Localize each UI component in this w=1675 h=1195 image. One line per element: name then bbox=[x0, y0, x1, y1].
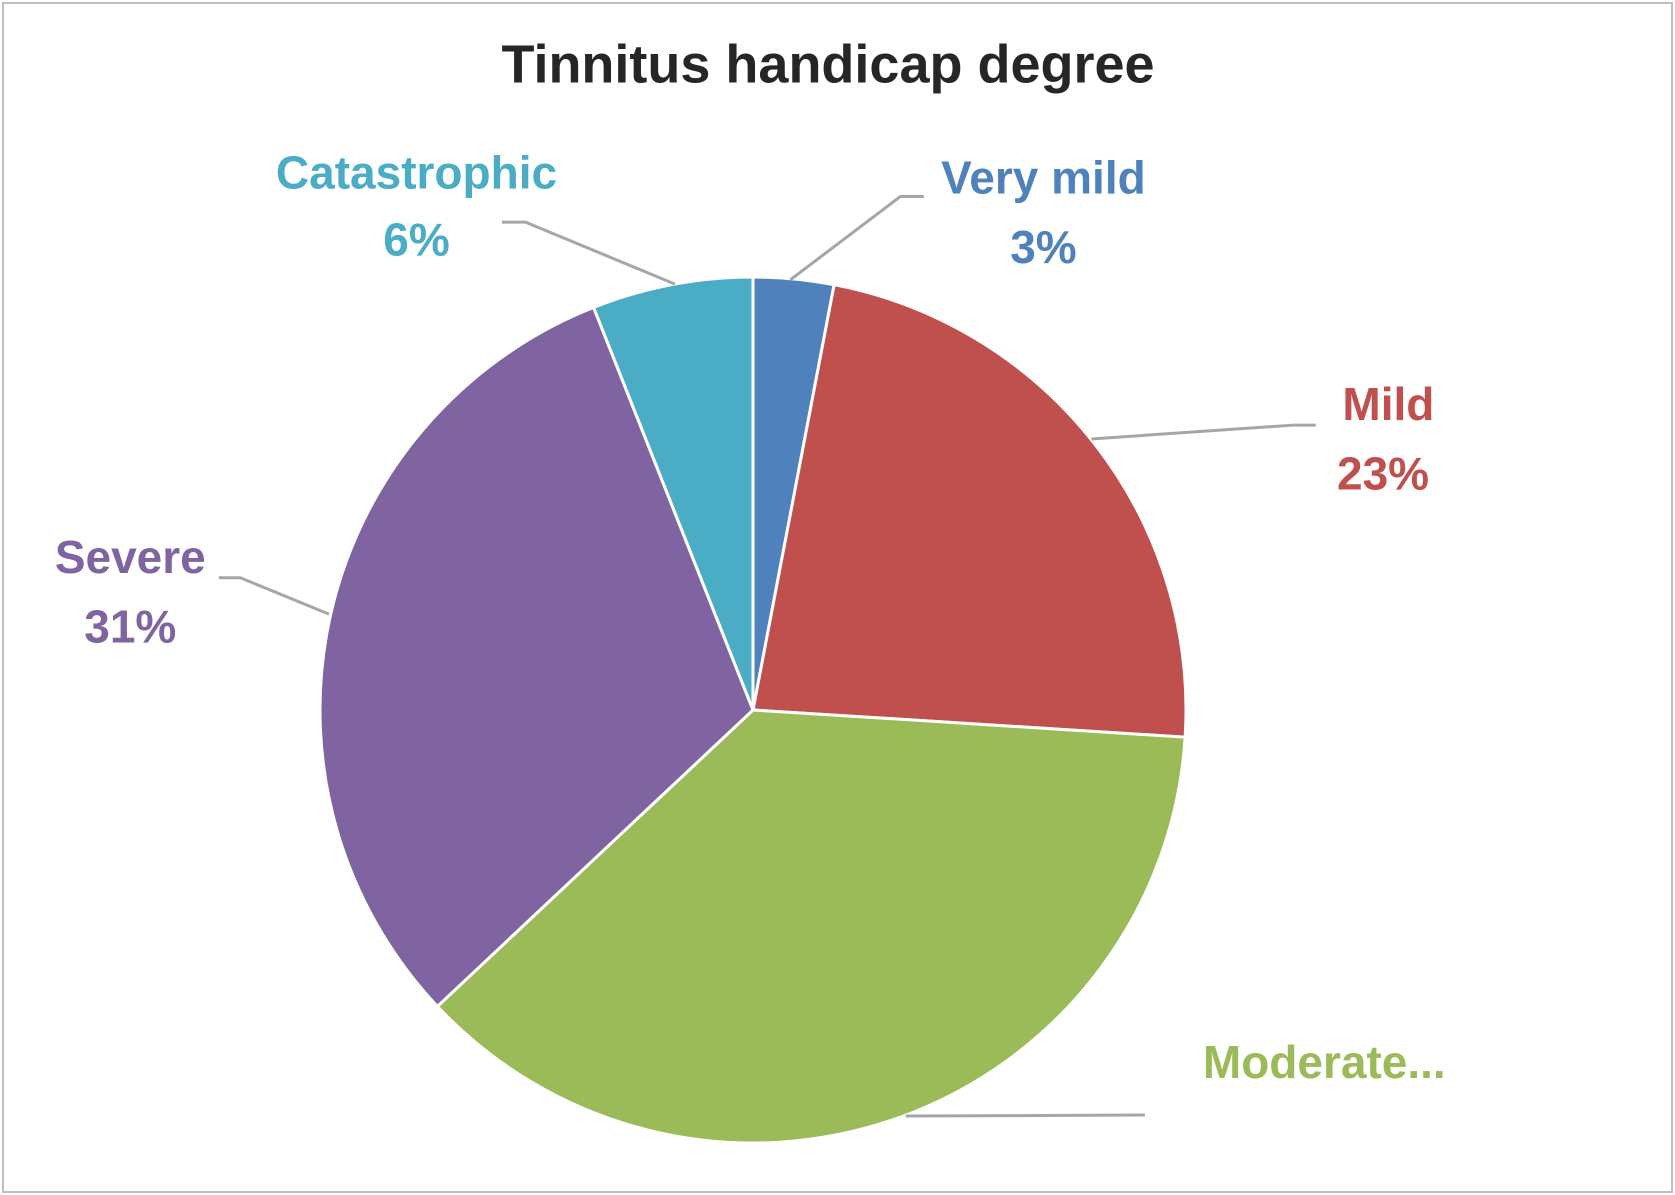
slice-value-label: 23% bbox=[1337, 448, 1429, 500]
slice-label: Moderate... bbox=[1203, 1036, 1446, 1088]
slice-value-label: 31% bbox=[84, 600, 176, 652]
leader-line bbox=[905, 1113, 1145, 1118]
slice-value-label: 3% bbox=[1010, 221, 1076, 273]
leader-line bbox=[218, 576, 330, 616]
slice-value-label: 6% bbox=[383, 214, 449, 266]
pie-slice bbox=[435, 708, 1187, 1145]
pie-slice bbox=[591, 275, 755, 711]
leader-line bbox=[789, 195, 924, 282]
slice-label: Very mild bbox=[941, 152, 1146, 204]
slice-label: Catastrophic bbox=[276, 146, 557, 198]
leader-line bbox=[501, 220, 676, 286]
slice-label: Severe bbox=[55, 531, 206, 583]
leader-line bbox=[1091, 423, 1316, 441]
slice-label: Mild bbox=[1342, 378, 1434, 430]
pie-slice bbox=[751, 282, 1188, 739]
chart-title: Tinnitus handicap degree bbox=[501, 34, 1154, 94]
pie-slice bbox=[318, 305, 755, 1009]
